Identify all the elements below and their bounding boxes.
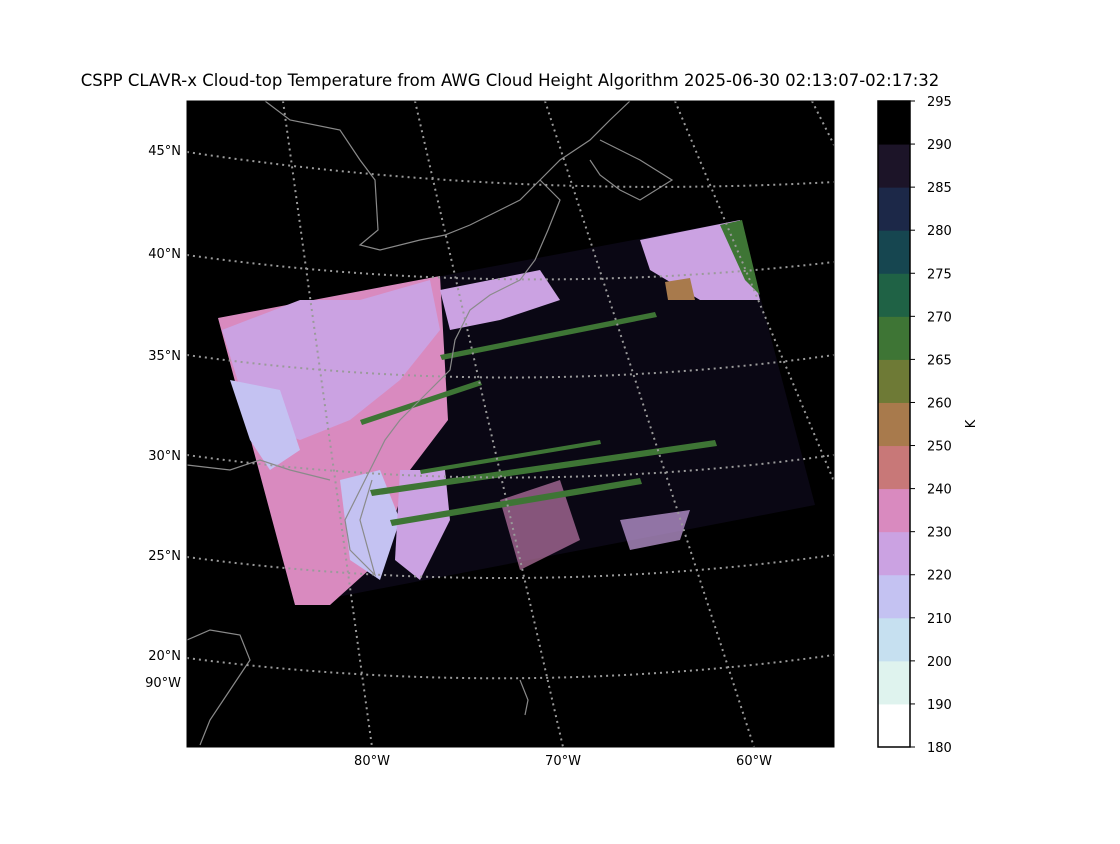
colorbar-tick-label: 210 bbox=[927, 612, 952, 627]
colorbar-tick-label: 220 bbox=[927, 569, 952, 584]
longitude-label: 80°W bbox=[354, 754, 390, 769]
latitude-label: 25°N bbox=[148, 549, 181, 564]
swath bbox=[218, 220, 815, 605]
colorbar-segment bbox=[878, 187, 910, 231]
graticule bbox=[187, 101, 834, 747]
latitude-label: 40°N bbox=[148, 247, 181, 262]
colorbar-segment bbox=[878, 617, 910, 662]
colorbar-segment bbox=[878, 101, 910, 145]
colorbar-tick-label: 265 bbox=[927, 353, 952, 368]
map-title: CSPP CLAVR-x Cloud-top Temperature from … bbox=[81, 71, 940, 90]
colorbar-segment bbox=[878, 144, 910, 188]
longitude-labels: 80°W 70°W 60°W bbox=[354, 754, 772, 769]
colorbar-segment bbox=[878, 574, 910, 619]
colorbar-label: K bbox=[964, 419, 979, 428]
colorbar-tick-label: 200 bbox=[927, 655, 952, 670]
colorbar-segment bbox=[878, 660, 910, 705]
colorbar: 180 190 200 210 220 230 240 250 260 265 270 275 280 2… bbox=[877, 95, 979, 756]
latitude-label: 45°N bbox=[148, 144, 181, 159]
latitude-labels: 45°N 40°N 35°N 30°N 25°N 20°N 90°W bbox=[145, 144, 181, 691]
map-border bbox=[186, 100, 835, 748]
map-frame bbox=[187, 101, 834, 747]
colorbar-tick-label: 260 bbox=[927, 396, 952, 411]
colorbar-tick-label: 290 bbox=[927, 138, 952, 153]
colorbar-segment bbox=[878, 230, 910, 274]
latitude-label: 90°W bbox=[145, 676, 181, 691]
colorbar-tick-label: 285 bbox=[927, 181, 952, 196]
colorbar-segment bbox=[878, 703, 910, 748]
colorbar-segment bbox=[878, 402, 910, 447]
colorbar-tick-label: 180 bbox=[927, 741, 952, 756]
coastline bbox=[187, 101, 674, 746]
colorbar-segment bbox=[878, 531, 910, 576]
colorbar-border bbox=[877, 100, 911, 748]
latitude-label: 20°N bbox=[148, 649, 181, 664]
colorbar-segment bbox=[878, 488, 910, 533]
colorbar-tick-label: 295 bbox=[927, 95, 952, 110]
longitude-label: 60°W bbox=[736, 754, 772, 769]
colorbar-tick-label: 275 bbox=[927, 267, 952, 282]
latitude-label: 30°N bbox=[148, 449, 181, 464]
colorbar-segment bbox=[878, 316, 910, 360]
colorbar-tick-label: 190 bbox=[927, 698, 952, 713]
colorbar-segment bbox=[878, 445, 910, 490]
longitude-label: 70°W bbox=[545, 754, 581, 769]
colorbar-tick-label: 270 bbox=[927, 310, 952, 325]
colorbar-segment bbox=[878, 359, 910, 403]
colorbar-tick-label: 250 bbox=[927, 440, 952, 455]
colorbar-tick-label: 230 bbox=[927, 526, 952, 541]
colorbar-tick-label: 240 bbox=[927, 483, 952, 498]
colorbar-segment bbox=[878, 273, 910, 317]
colorbar-tick-label: 280 bbox=[927, 224, 952, 239]
latitude-label: 35°N bbox=[148, 349, 181, 364]
